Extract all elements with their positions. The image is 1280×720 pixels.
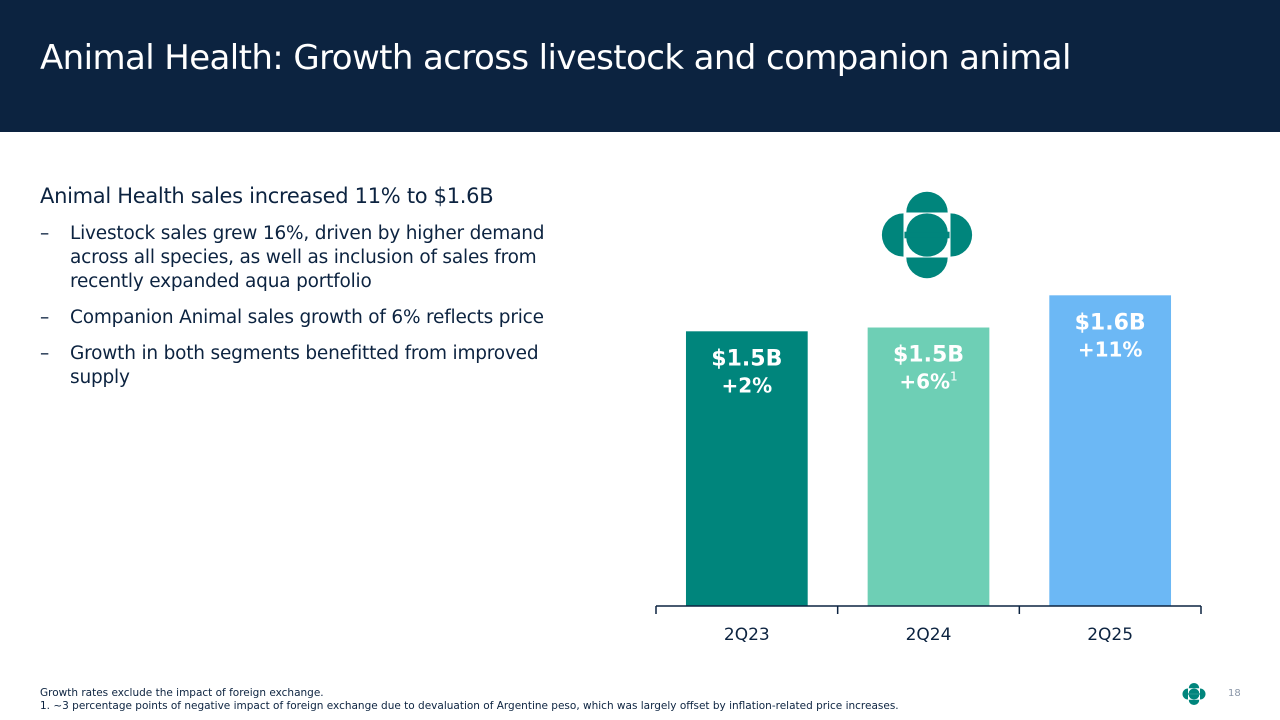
bar-growth-label: +6%1: [899, 370, 957, 394]
bullet-text: Companion Animal sales growth of 6% refl…: [70, 307, 544, 328]
bar-value-label: $1.6B: [1075, 310, 1146, 335]
bullet-item: – Livestock sales grew 16%, driven by hig…: [40, 222, 550, 294]
bar-2q25: [1049, 295, 1172, 606]
footnote-fx: Growth rates exclude the impact of forei…: [40, 687, 324, 699]
bullet-marker: –: [40, 343, 50, 364]
bar-value-label: $1.5B: [711, 346, 782, 371]
bullet-text: Growth in both segments benefitted from …: [70, 343, 539, 388]
brand-logo-icon: [881, 191, 973, 279]
bullet-marker: –: [40, 223, 50, 244]
x-tick-label: 2Q23: [724, 625, 770, 645]
title-bar: Animal Health: Growth across livestock a…: [0, 0, 1280, 132]
bullet-marker: –: [40, 307, 50, 328]
commentary: Animal Health sales increased 11% to $1.…: [40, 184, 550, 402]
page-number: 18: [1228, 688, 1241, 699]
bullet-text: Livestock sales grew 16%, driven by high…: [70, 223, 545, 292]
bullet-item: – Companion Animal sales growth of 6% ref…: [40, 306, 550, 330]
headline: Animal Health sales increased 11% to $1.…: [40, 184, 494, 208]
bullet-item: – Growth in both segments benefitted from…: [40, 342, 550, 390]
bar-2q23: [685, 331, 808, 606]
bar-value-label: $1.5B: [893, 343, 964, 368]
footnotes: Growth rates exclude the impact of forei…: [40, 687, 1040, 713]
bullet-list: – Livestock sales grew 16%, driven by hig…: [40, 222, 550, 390]
bar-2q24: [867, 327, 990, 606]
page-title: Animal Health: Growth across livestock a…: [40, 38, 1071, 78]
brand-logo-small-icon: [1182, 682, 1206, 706]
footnote-1: 1. ~3 percentage points of negative impa…: [40, 700, 899, 712]
x-tick-label: 2Q24: [906, 625, 952, 645]
growth-superscript: 1: [950, 370, 958, 384]
bar-growth-label: +11%: [1078, 337, 1143, 361]
bar-growth-label: +2%: [721, 373, 772, 397]
x-tick-label: 2Q25: [1087, 625, 1133, 645]
